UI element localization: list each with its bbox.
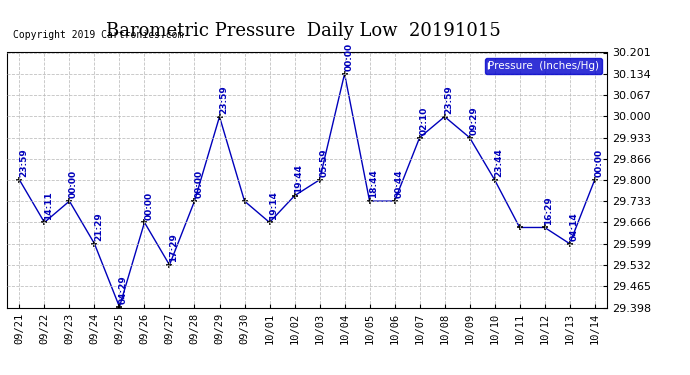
Text: 09:29: 09:29 — [469, 106, 478, 135]
Text: 00:00: 00:00 — [594, 149, 603, 177]
Text: 14:11: 14:11 — [44, 191, 53, 220]
Text: 18:44: 18:44 — [369, 170, 378, 198]
Text: 23:59: 23:59 — [219, 85, 228, 114]
Text: 21:29: 21:29 — [94, 212, 103, 241]
Text: 16:29: 16:29 — [544, 196, 553, 225]
Text: 00:00: 00:00 — [144, 192, 153, 220]
Text: 23:59: 23:59 — [444, 85, 453, 114]
Text: 23:59: 23:59 — [19, 148, 28, 177]
Text: 04:29: 04:29 — [119, 275, 128, 304]
Text: Copyright 2019 Cartronics.com: Copyright 2019 Cartronics.com — [13, 30, 184, 39]
Text: 00:00: 00:00 — [194, 170, 203, 198]
Legend: Pressure  (Inches/Hg): Pressure (Inches/Hg) — [485, 58, 602, 74]
Text: 04:14: 04:14 — [569, 212, 578, 241]
Text: 05:59: 05:59 — [319, 148, 328, 177]
Text: 19:44: 19:44 — [294, 164, 303, 193]
Text: 19:14: 19:14 — [269, 191, 278, 220]
Text: 00:44: 00:44 — [394, 170, 403, 198]
Text: Barometric Pressure  Daily Low  20191015: Barometric Pressure Daily Low 20191015 — [106, 22, 501, 40]
Text: 00:00: 00:00 — [69, 170, 78, 198]
Text: 02:10: 02:10 — [420, 106, 428, 135]
Text: 23:44: 23:44 — [494, 148, 503, 177]
Text: 00:00: 00:00 — [344, 43, 353, 71]
Text: 17:29: 17:29 — [169, 233, 178, 262]
